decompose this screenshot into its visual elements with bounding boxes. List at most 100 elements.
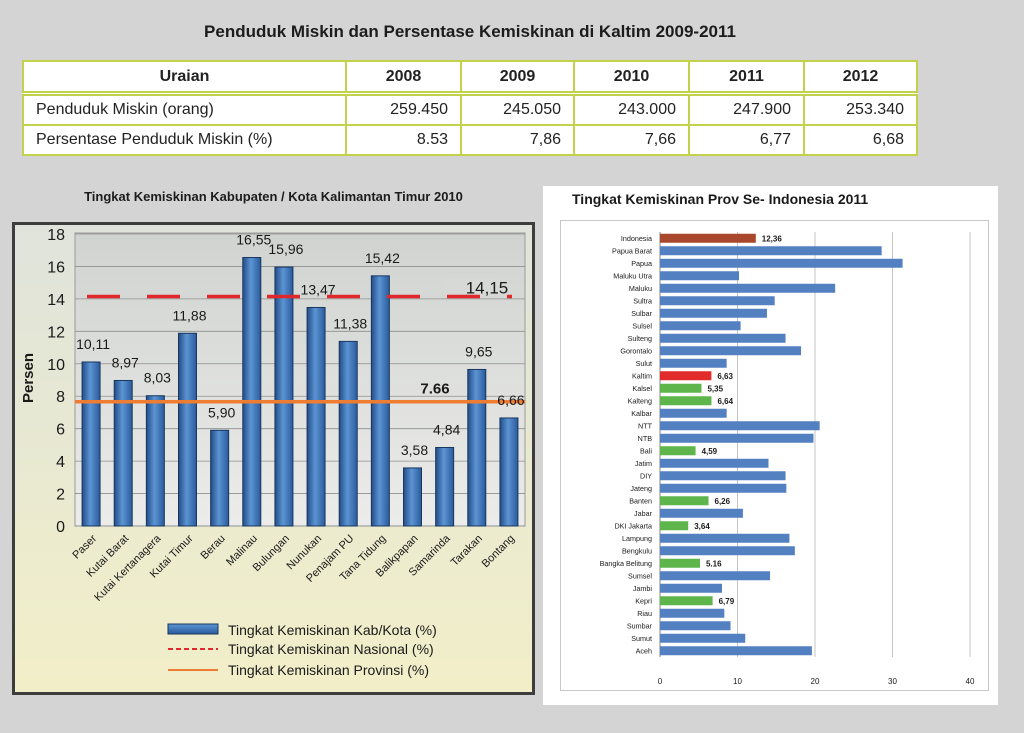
y-tick-label: Papua (631, 259, 652, 268)
bar-diy (660, 471, 786, 481)
data-label: 15,96 (268, 241, 303, 257)
table-cell: 245.050 (460, 92, 575, 126)
bar-malinau (242, 257, 262, 527)
bar-sumut (660, 633, 746, 643)
y-tick-label: Jateng (630, 484, 652, 493)
data-label: 6,79 (719, 597, 735, 606)
bar-kalsel (660, 383, 702, 393)
bar-jateng (660, 483, 787, 493)
table-cell: 8.53 (345, 124, 462, 156)
bar-kepri (660, 596, 713, 606)
row-label: Penduduk Miskin (orang) (22, 92, 347, 126)
y-tick-label: Riau (637, 609, 652, 618)
bar-papua-barat (660, 246, 882, 256)
y-tick-label: Kalteng (628, 396, 652, 405)
x-tick-label: Bontang (480, 533, 517, 570)
y-tick-label: Papua Barat (612, 246, 652, 255)
bar-sulsel (660, 321, 741, 331)
y-tick-label: Lampung (622, 534, 652, 543)
y-tick-label: Banten (629, 496, 652, 505)
bar-maluku-utra (660, 271, 740, 281)
y-tick-label: DIY (640, 471, 652, 480)
bar-banten (660, 496, 709, 506)
table-cell: 253.340 (803, 92, 918, 126)
bar-bali (660, 446, 696, 456)
row-label: Persentase Penduduk Miskin (%) (22, 124, 347, 156)
y-tick-label: NTB (638, 434, 653, 443)
bar-sulut (660, 358, 727, 368)
bar-sumsel (660, 571, 771, 581)
y-tick-label: NTT (638, 421, 653, 430)
bar-kalbar (660, 408, 727, 418)
y-tick-label: Bangka Belitung (600, 559, 652, 568)
y-tick-label: DKI Jakarta (614, 521, 652, 530)
y-tick-label: 10 (47, 357, 65, 374)
x-tick-label: 0 (658, 677, 663, 686)
x-tick-label: 30 (888, 677, 897, 686)
bar-indonesia (660, 233, 756, 243)
y-tick-label: 0 (56, 519, 65, 536)
table-cell: 6,77 (688, 124, 805, 156)
x-tick-label: Berau (199, 533, 228, 562)
data-label: 5,90 (208, 404, 235, 420)
bar-jambi (660, 583, 722, 593)
header-year: 2008 (345, 60, 462, 95)
bar-gorontalo (660, 346, 802, 356)
regency-poverty-bar-chart: 0 2 4 6 8 10 12 14 16 18 Persen 14,15 7.66 10,118,97 8… (20, 227, 526, 678)
bar-lampung (660, 533, 790, 543)
data-label: 8,97 (112, 354, 139, 370)
data-label: 6,64 (717, 397, 733, 406)
table-cell: 247.900 (688, 92, 805, 126)
bar-ntb (660, 433, 814, 443)
bar-paser (81, 361, 101, 527)
data-label: 6,63 (717, 372, 733, 381)
data-label: 15,42 (365, 250, 400, 266)
poverty-table: Uraian 2008 2009 2010 2011 2012 Penduduk… (22, 60, 918, 156)
bar-dki-jakarta (660, 521, 689, 531)
bar-sumbar (660, 621, 731, 631)
bar-sultra (660, 296, 775, 306)
y-tick-label: 14 (47, 292, 65, 309)
y-tick-label: 2 (56, 487, 65, 504)
bar-samarinda (435, 446, 455, 527)
bar-bengkulu (660, 546, 795, 556)
legend-label-national: Tingkat Kemiskinan Nasional (%) (228, 641, 434, 657)
data-label: 13,47 (301, 281, 336, 297)
bar-kutai-timur (178, 332, 197, 527)
y-tick-label: 16 (47, 259, 65, 276)
y-tick-label: Sulbar (631, 309, 652, 318)
bar-nunukan (306, 306, 326, 527)
header-year: 2011 (688, 60, 805, 95)
bar-sulbar (660, 308, 767, 318)
data-label: 3,64 (694, 522, 710, 531)
y-tick-label: Kepri (635, 596, 652, 605)
legend-label-province: Tingkat Kemiskinan Provinsi (%) (228, 662, 429, 678)
bar-papua (660, 258, 903, 268)
data-label: 16,55 (236, 232, 271, 248)
y-tick-label: Indonesia (621, 234, 652, 243)
data-label: 10,11 (76, 336, 110, 352)
national-line-label: 14,15 (466, 278, 509, 297)
regency-chart-title: Tingkat Kemiskinan Kabupaten / Kota Kali… (84, 189, 463, 204)
y-tick-label: Sumsel (628, 571, 652, 580)
y-tick-label: 8 (56, 389, 65, 406)
data-label: 3,58 (401, 442, 428, 458)
legend-swatch-bars (167, 623, 219, 635)
header-year: 2009 (460, 60, 575, 95)
data-label: 4,84 (433, 421, 460, 437)
y-tick-label: Jatim (635, 459, 652, 468)
x-tick-label: 10 (733, 677, 742, 686)
page-title: Penduduk Miskin dan Persentase Kemiskina… (204, 22, 736, 41)
y-tick-label: Jambi (633, 584, 653, 593)
y-tick-label: 12 (47, 324, 65, 341)
legend-label-bars: Tingkat Kemiskinan Kab/Kota (%) (228, 622, 437, 638)
y-tick-label: Kalsel (632, 384, 652, 393)
bar-bontang (499, 417, 519, 527)
bar-ntt (660, 421, 820, 431)
bar-jatim (660, 458, 769, 468)
y-tick-label: Maluku Utra (613, 271, 652, 280)
bar-balikpapan (403, 467, 422, 527)
y-tick-label: Kalbar (631, 409, 652, 418)
bar-sulteng (660, 333, 786, 343)
table-cell: 7,66 (573, 124, 690, 156)
